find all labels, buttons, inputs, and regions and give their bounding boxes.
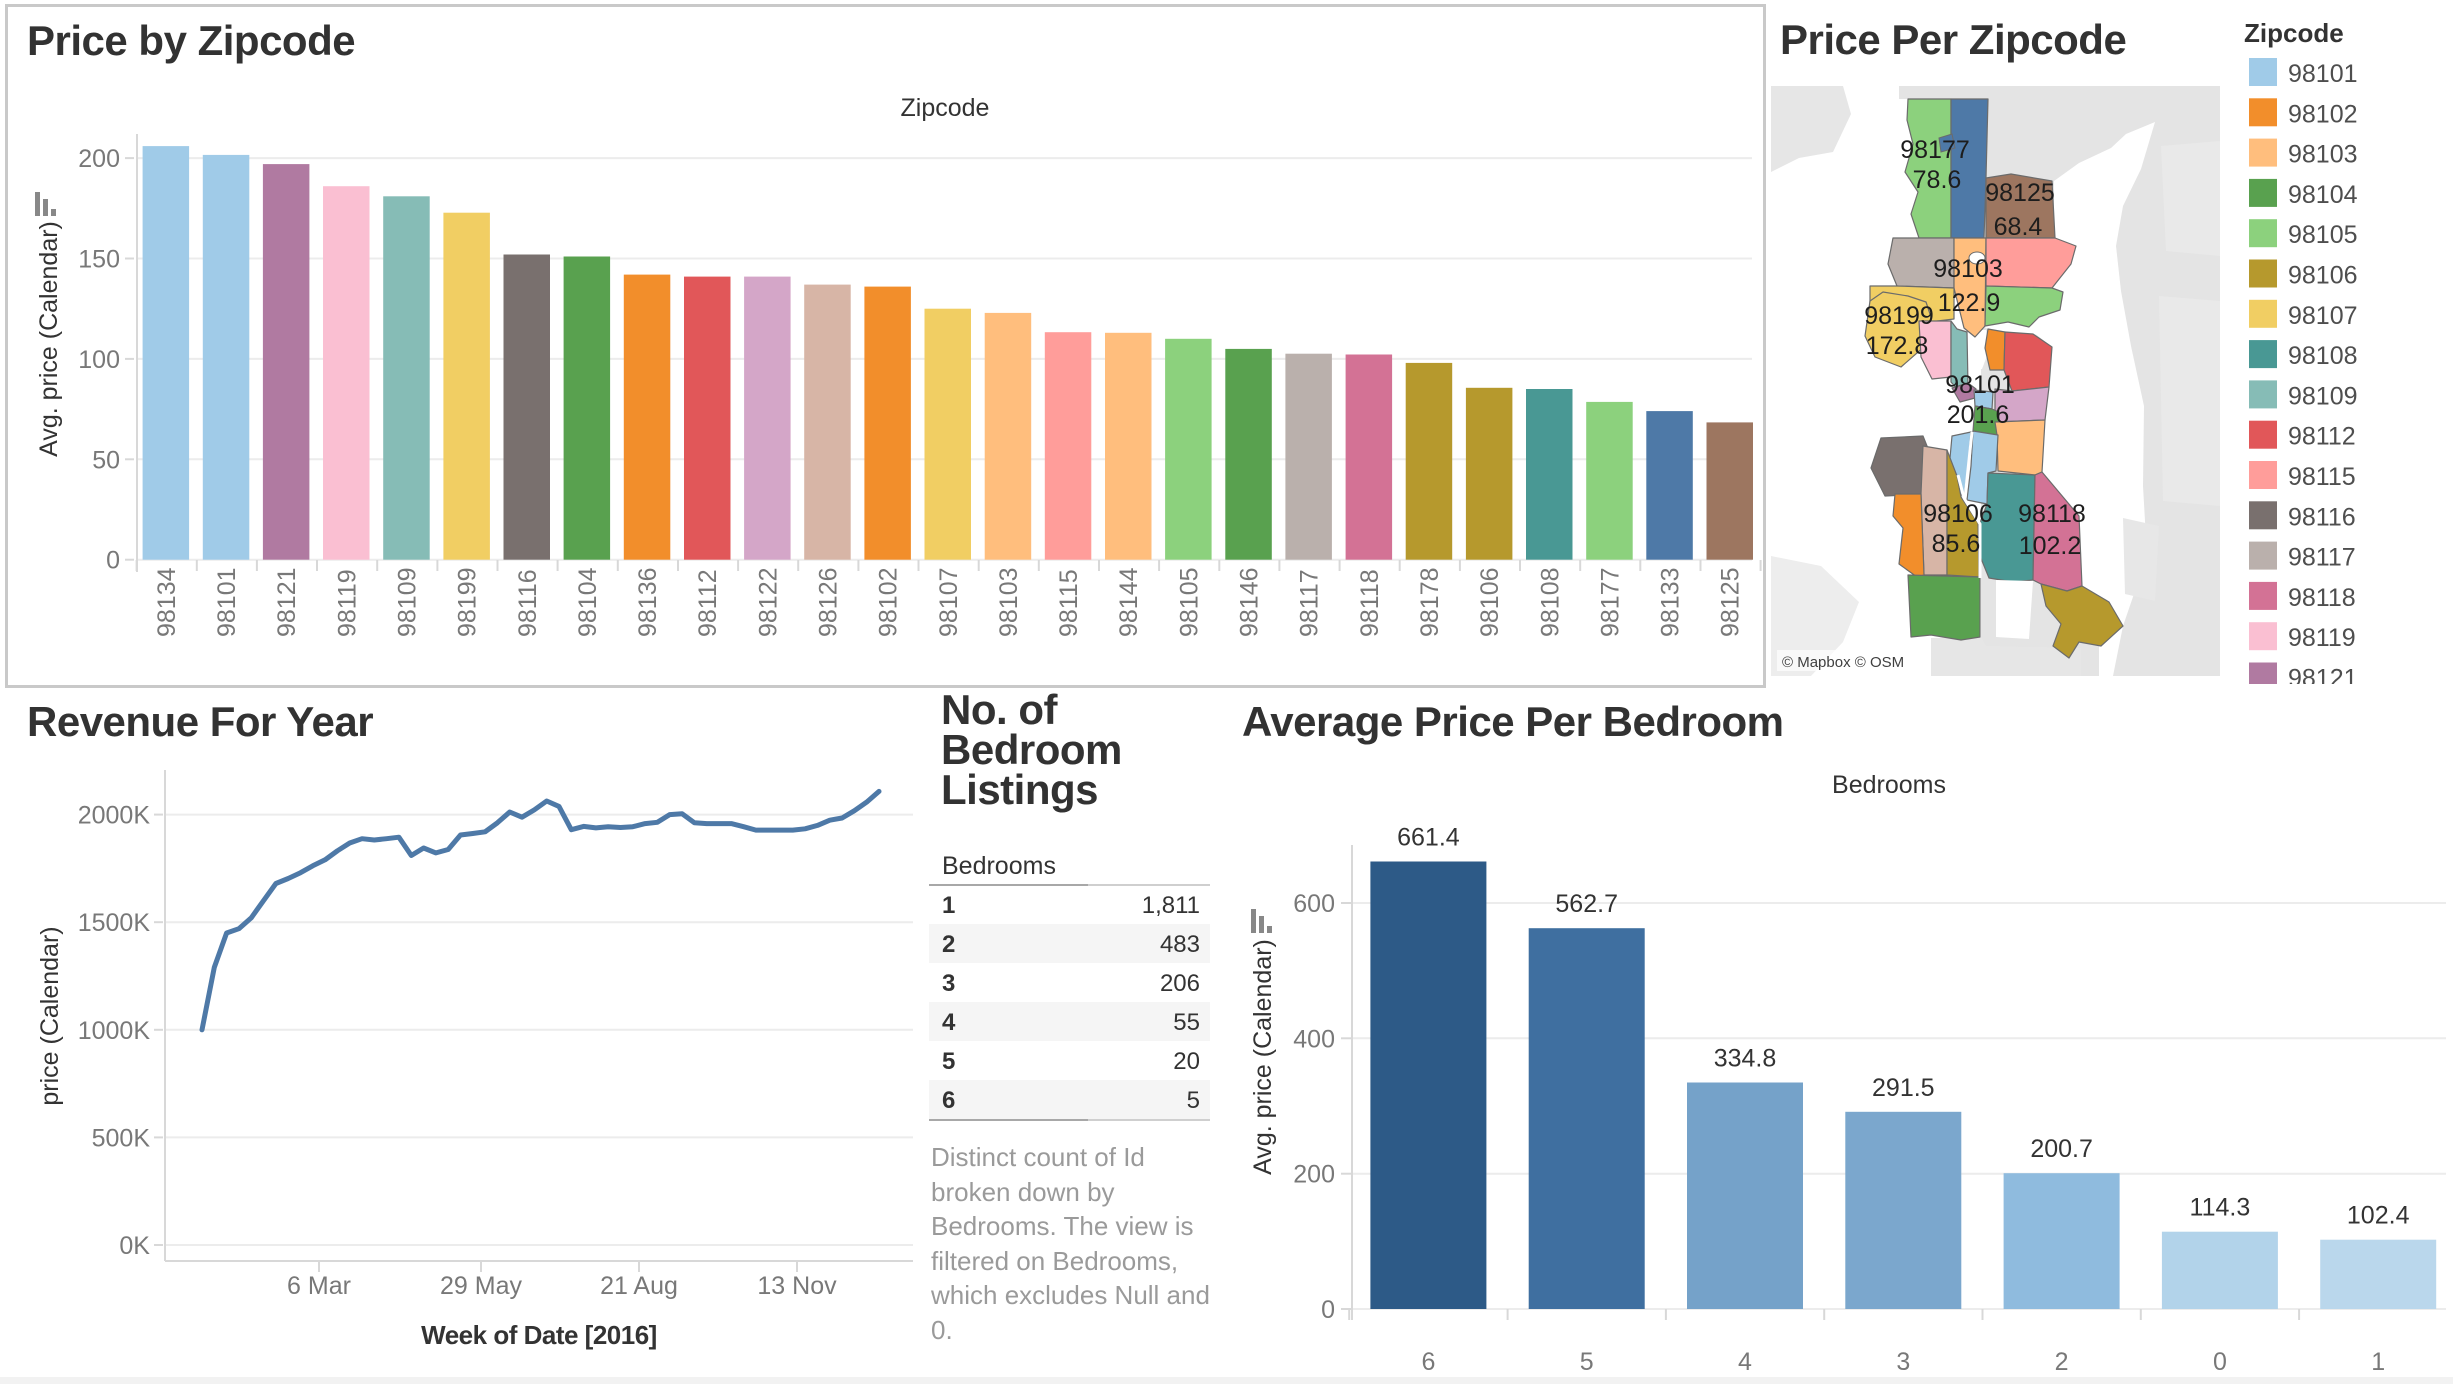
svg-text:1: 1: [2371, 1348, 2385, 1376]
svg-text:98118: 98118: [2288, 584, 2356, 612]
svg-text:98144: 98144: [1115, 567, 1143, 637]
svg-text:334.8: 334.8: [1714, 1045, 1777, 1073]
svg-text:98121: 98121: [273, 567, 301, 637]
svg-text:400: 400: [1293, 1025, 1335, 1053]
svg-text:98102: 98102: [2288, 100, 2358, 128]
svg-text:98112: 98112: [2288, 423, 2356, 451]
svg-text:500K: 500K: [92, 1124, 151, 1152]
svg-text:Zipcode: Zipcode: [901, 94, 990, 122]
svg-text:98115: 98115: [2288, 463, 2356, 491]
svg-text:13 Nov: 13 Nov: [757, 1272, 837, 1300]
svg-text:98125: 98125: [1717, 567, 1745, 637]
svg-text:85.6: 85.6: [1932, 530, 1981, 558]
svg-text:100: 100: [78, 346, 120, 374]
svg-text:98103: 98103: [2288, 141, 2358, 169]
svg-text:98119: 98119: [2288, 624, 2356, 652]
svg-text:98106: 98106: [1476, 567, 1504, 637]
svg-text:98116: 98116: [2288, 503, 2356, 531]
svg-text:98101: 98101: [213, 567, 241, 637]
svg-text:98103: 98103: [995, 567, 1023, 637]
svg-text:98177: 98177: [1596, 567, 1624, 637]
svg-text:Avg. price (Calendar): Avg. price (Calendar): [35, 221, 63, 457]
svg-text:50: 50: [92, 446, 120, 474]
svg-text:Avg. price (Calendar): Avg. price (Calendar): [1249, 939, 1277, 1175]
svg-text:98116: 98116: [514, 569, 542, 637]
svg-text:98178: 98178: [1416, 567, 1444, 637]
svg-text:3: 3: [1896, 1348, 1910, 1376]
svg-text:98117: 98117: [2288, 544, 2356, 572]
svg-text:98125: 98125: [1985, 179, 2055, 207]
svg-text:98115: 98115: [1055, 569, 1083, 637]
svg-text:200: 200: [78, 145, 120, 173]
svg-text:98106: 98106: [1923, 500, 1993, 528]
svg-text:98104: 98104: [574, 567, 602, 637]
svg-text:600: 600: [1293, 890, 1335, 918]
svg-text:1500K: 1500K: [78, 909, 151, 937]
svg-text:2000K: 2000K: [78, 802, 151, 830]
svg-text:5: 5: [1580, 1348, 1594, 1376]
svg-text:172.8: 172.8: [1866, 332, 1929, 360]
svg-text:98136: 98136: [634, 567, 662, 637]
svg-text:98199: 98199: [1864, 302, 1934, 330]
svg-text:201.6: 201.6: [1947, 401, 2010, 429]
svg-text:114.3: 114.3: [2190, 1194, 2251, 1222]
svg-text:98122: 98122: [754, 567, 782, 637]
svg-text:6: 6: [1421, 1348, 1435, 1376]
svg-text:98105: 98105: [2288, 221, 2358, 249]
svg-text:98118: 98118: [1356, 569, 1384, 637]
svg-text:98101: 98101: [1945, 371, 2015, 399]
svg-text:0K: 0K: [119, 1232, 150, 1260]
svg-text:98108: 98108: [1536, 567, 1564, 637]
svg-text:98108: 98108: [2288, 342, 2358, 370]
svg-text:98109: 98109: [2288, 382, 2358, 410]
svg-text:98104: 98104: [2288, 181, 2358, 209]
svg-text:98112: 98112: [694, 569, 722, 637]
svg-text:0: 0: [1321, 1296, 1335, 1324]
svg-text:98106: 98106: [2288, 262, 2358, 290]
svg-text:98103: 98103: [1933, 255, 2003, 283]
svg-text:150: 150: [78, 246, 120, 274]
svg-text:98134: 98134: [153, 567, 181, 637]
svg-text:291.5: 291.5: [1872, 1074, 1935, 1102]
svg-text:102.4: 102.4: [2347, 1202, 2410, 1230]
svg-text:68.4: 68.4: [1994, 213, 2043, 241]
svg-text:Zipcode: Zipcode: [2244, 18, 2344, 48]
svg-text:98199: 98199: [454, 567, 482, 637]
svg-text:4: 4: [1738, 1348, 1752, 1376]
svg-text:122.9: 122.9: [1938, 289, 2001, 317]
svg-text:98101: 98101: [2288, 60, 2358, 88]
svg-text:78.6: 78.6: [1913, 166, 1962, 194]
svg-text:1000K: 1000K: [78, 1017, 151, 1045]
svg-text:98102: 98102: [875, 567, 903, 637]
svg-text:29 May: 29 May: [440, 1272, 522, 1300]
svg-text:98177: 98177: [1900, 136, 1970, 164]
svg-text:0: 0: [106, 547, 120, 575]
svg-text:200.7: 200.7: [2030, 1135, 2093, 1163]
svg-text:98126: 98126: [815, 567, 843, 637]
svg-text:2: 2: [2055, 1348, 2069, 1376]
svg-text:98118: 98118: [2018, 500, 2086, 528]
svg-text:price (Calendar): price (Calendar): [36, 926, 64, 1105]
svg-text:6 Mar: 6 Mar: [287, 1272, 351, 1300]
svg-text:98146: 98146: [1236, 567, 1264, 637]
svg-text:102.2: 102.2: [2019, 532, 2082, 560]
svg-text:98117: 98117: [1296, 569, 1324, 637]
svg-text:Bedrooms: Bedrooms: [1832, 771, 1946, 799]
svg-text:98121: 98121: [2288, 665, 2358, 685]
svg-text:Week of Date [2016]: Week of Date [2016]: [421, 1320, 657, 1350]
svg-text:98133: 98133: [1657, 567, 1685, 637]
svg-text:0: 0: [2213, 1348, 2227, 1376]
svg-text:© Mapbox © OSM: © Mapbox © OSM: [1782, 654, 1904, 671]
svg-text:98107: 98107: [2288, 302, 2358, 330]
svg-text:200: 200: [1293, 1161, 1335, 1189]
svg-text:98107: 98107: [935, 567, 963, 637]
svg-text:562.7: 562.7: [1555, 890, 1618, 918]
svg-text:98105: 98105: [1175, 567, 1203, 637]
svg-text:21 Aug: 21 Aug: [600, 1272, 678, 1300]
svg-text:98109: 98109: [393, 567, 421, 637]
svg-text:98119: 98119: [333, 569, 361, 637]
svg-text:661.4: 661.4: [1397, 824, 1460, 852]
